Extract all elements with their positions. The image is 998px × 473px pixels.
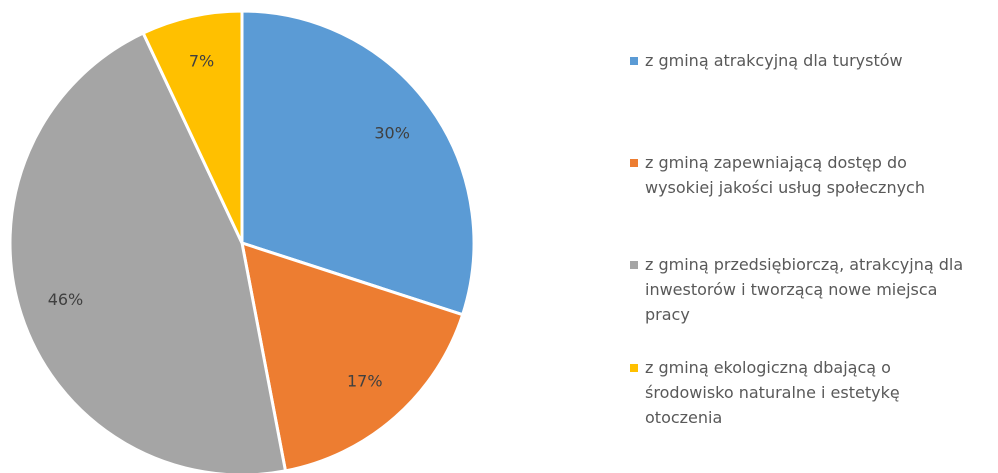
data-label: 46% [48, 290, 84, 309]
legend-label: z gminą przedsiębiorczą, atrakcyjną dla … [645, 255, 964, 324]
pie-slice [141, 9, 244, 244]
data-label: 17% [347, 372, 383, 391]
legend-item: z gminą zapewniającą dostęp do wysokiej … [630, 150, 980, 200]
legend-label: z gminą atrakcyjną dla turystów [645, 51, 903, 70]
pie-chart: 30% 17% 46% 7% [8, 9, 476, 473]
data-label: 30% [374, 123, 410, 142]
legend-swatch [630, 57, 638, 65]
pie-slice [8, 31, 288, 473]
legend-swatch [630, 364, 638, 372]
pie-slice [240, 240, 465, 473]
pie-slice [240, 9, 476, 317]
legend-swatch [630, 159, 638, 167]
legend-item: z gminą ekologiczną dbającą o środowisko… [630, 355, 980, 430]
legend-label: z gminą ekologiczną dbającą o środowisko… [645, 358, 900, 427]
legend-item: z gminą atrakcyjną dla turystów [630, 48, 980, 73]
legend-label: z gminą zapewniającą dostęp do wysokiej … [645, 153, 925, 197]
legend-swatch [630, 261, 638, 269]
legend-item: z gminą przedsiębiorczą, atrakcyjną dla … [630, 252, 980, 327]
data-label: 7% [189, 51, 214, 70]
